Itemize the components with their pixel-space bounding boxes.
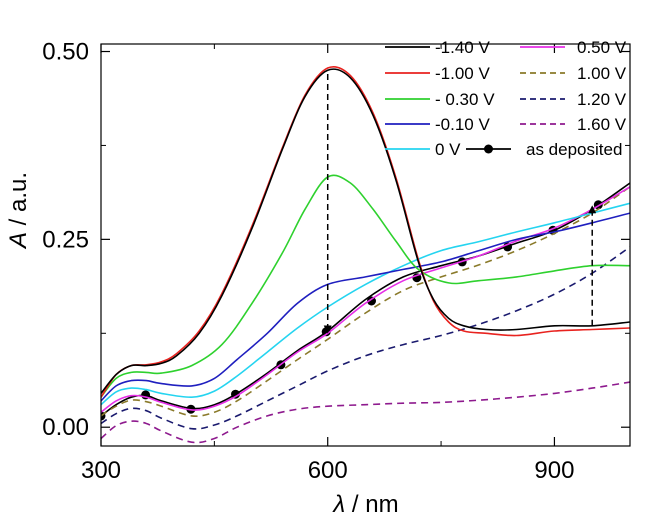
y-tick-labels: 0.00 0.25 0.50 bbox=[42, 39, 89, 442]
series-line bbox=[101, 182, 630, 417]
x-tick-label: 900 bbox=[534, 457, 574, 484]
legend-entry: 0 V bbox=[385, 140, 461, 159]
legend-label: 1.60 V bbox=[577, 115, 627, 134]
series-line bbox=[101, 186, 630, 417]
legend-entry: 1.00 V bbox=[520, 64, 627, 83]
legend-label: 1.20 V bbox=[577, 90, 627, 109]
series-line bbox=[101, 381, 630, 444]
legend-label: 0 V bbox=[435, 140, 461, 159]
legend-entry: 1.20 V bbox=[520, 90, 627, 109]
series-line bbox=[101, 186, 630, 413]
series-line bbox=[101, 174, 630, 398]
legend-label: 0.50 V bbox=[577, 38, 627, 57]
legend-entry: - 0.30 V bbox=[385, 90, 495, 109]
series-line bbox=[101, 246, 630, 430]
legend-label: -0.10 V bbox=[435, 115, 490, 134]
plot-area bbox=[101, 65, 630, 444]
y-axis-title: A / a.u. bbox=[5, 172, 32, 250]
x-tick-label: 300 bbox=[81, 457, 121, 484]
y-axis-unit: / a.u. bbox=[5, 172, 32, 232]
legend-entry: 1.60 V bbox=[520, 115, 627, 134]
series-line bbox=[101, 212, 630, 402]
y-tick-label: 0.25 bbox=[42, 226, 89, 253]
y-tick-label: 0.50 bbox=[42, 39, 89, 66]
legend-label: 1.00 V bbox=[577, 64, 627, 83]
data-point bbox=[367, 296, 376, 306]
legend-label: -1.40 V bbox=[435, 38, 490, 57]
x-axis-unit: / nm bbox=[345, 491, 398, 518]
plot-frame bbox=[100, 43, 631, 447]
legend: -1.40 V -1.00 V - 0.30 V -0.10 V 0 V 0.5… bbox=[385, 38, 627, 159]
y-tick-label: 0.00 bbox=[42, 414, 89, 441]
legend-label: -1.00 V bbox=[435, 64, 490, 83]
x-axis-title: λ / nm bbox=[331, 491, 398, 518]
legend-entry: as deposited bbox=[466, 140, 622, 159]
legend-entry: -1.40 V bbox=[385, 38, 490, 57]
axes bbox=[100, 43, 631, 447]
series-line bbox=[101, 65, 630, 398]
legend-label: - 0.30 V bbox=[435, 90, 495, 109]
x-tick-label: 600 bbox=[308, 457, 348, 484]
legend-marker bbox=[484, 144, 493, 154]
legend-entry: -0.10 V bbox=[385, 115, 490, 134]
y-axis-symbol: A bbox=[5, 232, 32, 250]
x-axis-symbol: λ bbox=[331, 491, 345, 518]
series-line bbox=[101, 68, 630, 394]
data-point bbox=[231, 389, 240, 399]
legend-label: as deposited bbox=[526, 140, 622, 159]
series-line bbox=[101, 202, 630, 406]
legend-entry: -1.00 V bbox=[385, 64, 490, 83]
legend-entry: 0.50 V bbox=[520, 38, 627, 57]
x-tick-labels: 300 600 900 bbox=[81, 457, 574, 484]
